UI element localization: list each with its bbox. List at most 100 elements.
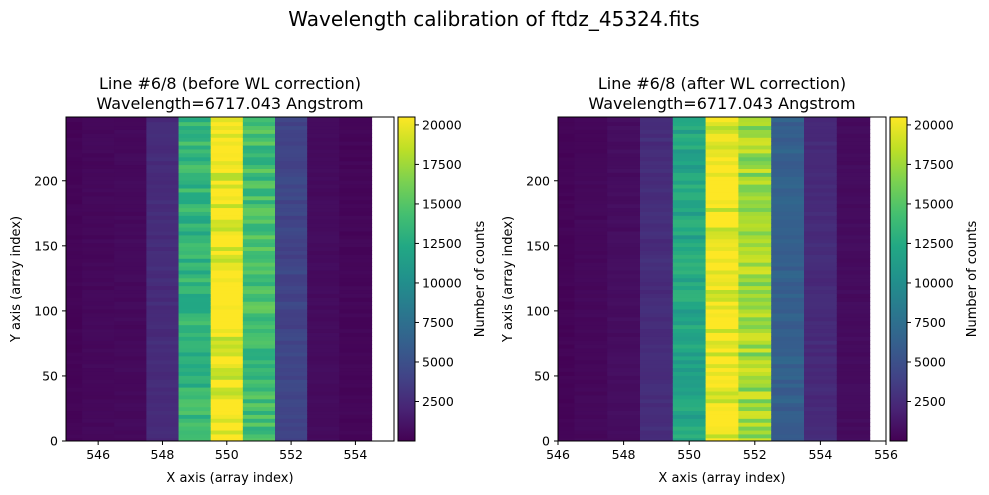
- heatmap-cell: [275, 242, 308, 248]
- heatmap-cell: [558, 117, 575, 119]
- heatmap-cell: [771, 301, 805, 306]
- heatmap-cell: [558, 347, 575, 353]
- heatmap-cell: [307, 250, 340, 255]
- heatmap-cell: [307, 414, 340, 419]
- heatmap-cell: [146, 176, 180, 181]
- heatmap-cell: [705, 265, 739, 271]
- heatmap-cell: [66, 258, 83, 263]
- heatmap-cell: [607, 340, 641, 345]
- heatmap-cell: [210, 254, 244, 259]
- heatmap-cell: [672, 344, 707, 349]
- heatmap-cell: [146, 379, 180, 384]
- heatmap-cell: [771, 426, 805, 431]
- heatmap-cell: [836, 246, 871, 251]
- heatmap-cell: [114, 156, 147, 162]
- heatmap-cell: [242, 390, 276, 396]
- heatmap-cell: [705, 164, 739, 169]
- heatmap-cell: [146, 410, 180, 415]
- heatmap-cell: [82, 301, 115, 306]
- heatmap-cell: [804, 387, 838, 392]
- heatmap-cell: [804, 223, 838, 228]
- heatmap-cell: [275, 301, 308, 306]
- heatmap-cell: [640, 418, 674, 423]
- heatmap-cell: [640, 172, 674, 177]
- heatmap-cell: [771, 172, 805, 177]
- heatmap-cell: [705, 187, 739, 193]
- heatmap-cell: [146, 160, 180, 166]
- heatmap-cell: [114, 344, 147, 349]
- heatmap-cell: [275, 250, 308, 255]
- heatmap-cell: [66, 125, 83, 130]
- heatmap-cell: [672, 152, 707, 158]
- heatmap-cell: [771, 305, 805, 310]
- heatmap-cell: [607, 141, 641, 146]
- x-tick-label: 550: [677, 447, 701, 462]
- heatmap-cell: [146, 234, 180, 240]
- heatmap-cell: [705, 305, 739, 310]
- heatmap-cell: [672, 242, 707, 248]
- heatmap-cell: [82, 226, 115, 232]
- heatmap-cell: [558, 238, 575, 244]
- heatmap-cell: [275, 199, 308, 205]
- heatmap-cell: [640, 340, 674, 345]
- heatmap-cell: [558, 429, 575, 435]
- heatmap-cell: [672, 328, 707, 333]
- heatmap-cell: [339, 144, 373, 150]
- heatmap-cell: [672, 312, 707, 318]
- heatmap-cell: [574, 379, 608, 384]
- heatmap-cell: [672, 219, 707, 224]
- heatmap-cell: [146, 238, 180, 244]
- heatmap-cell: [672, 269, 707, 275]
- heatmap-cell: [307, 168, 340, 173]
- heatmap-cell: [242, 418, 276, 423]
- heatmap-cell: [836, 355, 871, 361]
- heatmap-cell: [672, 398, 707, 404]
- heatmap-cell: [672, 379, 707, 384]
- heatmap-cell: [146, 293, 180, 298]
- heatmap-cell: [705, 285, 739, 291]
- heatmap-cell: [836, 371, 871, 376]
- heatmap-cell: [574, 176, 608, 181]
- heatmap-cell: [82, 351, 115, 357]
- heatmap-cell: [672, 133, 707, 138]
- heatmap-cell: [210, 184, 244, 189]
- heatmap-cell: [640, 207, 674, 212]
- heatmap-cell: [275, 379, 308, 384]
- heatmap-cell: [178, 394, 212, 400]
- heatmap-cell: [804, 258, 838, 263]
- heatmap-cell: [574, 324, 608, 330]
- heatmap-cell: [738, 262, 772, 267]
- heatmap-cell: [738, 269, 772, 275]
- heatmap-cell: [275, 336, 308, 341]
- left-colorbar: [397, 116, 416, 442]
- heatmap-cell: [339, 211, 373, 216]
- heatmap-cell: [146, 164, 180, 169]
- right-panel: Line #6/8 (after WL correction) Waveleng…: [501, 74, 980, 486]
- heatmap-cell: [66, 410, 83, 415]
- heatmap-cell: [804, 347, 838, 353]
- heatmap-cell: [558, 148, 575, 154]
- heatmap-cell: [275, 351, 308, 357]
- heatmap-cell: [738, 234, 772, 240]
- heatmap-cell: [178, 141, 212, 146]
- heatmap-cell: [705, 402, 739, 408]
- heatmap-cell: [738, 250, 772, 255]
- heatmap-cell: [771, 414, 805, 419]
- heatmap-cell: [804, 394, 838, 400]
- heatmap-cell: [339, 238, 373, 244]
- heatmap-cell: [804, 371, 838, 376]
- heatmap-cell: [771, 121, 805, 127]
- heatmap-cell: [705, 156, 739, 162]
- heatmap-cell: [574, 367, 608, 372]
- heatmap-cell: [275, 262, 308, 267]
- heatmap-cell: [242, 234, 276, 240]
- heatmap-cell: [705, 324, 739, 330]
- heatmap-cell: [672, 281, 707, 287]
- heatmap-cell: [804, 359, 838, 365]
- heatmap-cell: [804, 336, 838, 341]
- heatmap-cell: [307, 160, 340, 166]
- heatmap-cell: [82, 410, 115, 415]
- heatmap-cell: [339, 258, 373, 263]
- heatmap-cell: [771, 363, 805, 369]
- heatmap-cell: [242, 359, 276, 365]
